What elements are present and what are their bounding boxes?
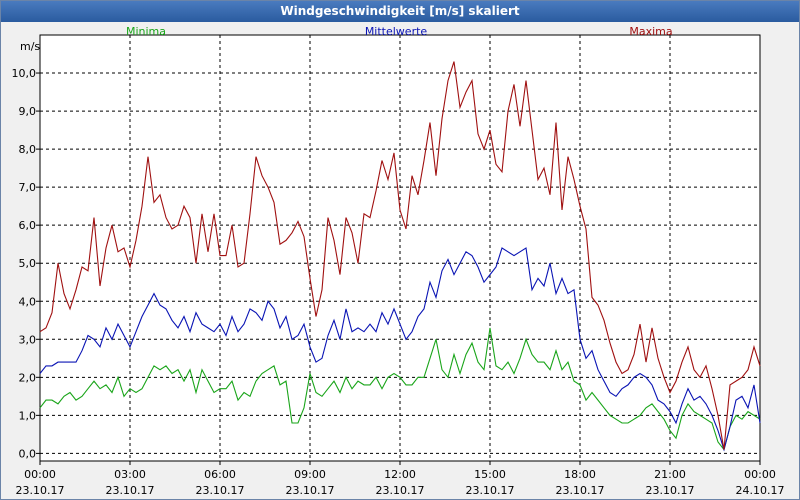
x-tick-time: 09:00 <box>294 468 326 481</box>
x-tick-time: 18:00 <box>564 468 596 481</box>
legend-minima: Minima <box>126 25 166 38</box>
legend-maxima: Maxima <box>629 25 672 38</box>
x-tick-time: 00:00 <box>24 468 56 481</box>
x-tick-date: 23.10.17 <box>16 484 65 497</box>
x-tick-time: 21:00 <box>654 468 686 481</box>
x-tick-date: 23.10.17 <box>646 484 695 497</box>
y-tick-label: 3,0 <box>19 333 37 346</box>
x-tick-time: 06:00 <box>204 468 236 481</box>
series-group <box>39 61 761 452</box>
axes: 0,0 1,0 2,0 3,0 4,0 5,0 6,0 7,0 8,0 9,0 10,0 00:00 2… <box>12 67 785 497</box>
y-tick-label: 6,0 <box>19 219 37 232</box>
legend-mittelwerte: Mittelwerte <box>365 25 428 38</box>
x-tick-date: 23.10.17 <box>196 484 245 497</box>
x-tick-date: 23.10.17 <box>286 484 335 497</box>
y-tick-label: 1,0 <box>19 409 37 422</box>
x-tick-time: 00:00 <box>744 468 776 481</box>
y-tick-label: 2,0 <box>19 371 37 384</box>
x-tick-date: 23.10.17 <box>376 484 425 497</box>
y-tick-label: 10,0 <box>12 67 37 80</box>
x-tick-date: 23.10.17 <box>466 484 515 497</box>
maxima-line <box>39 61 761 450</box>
minima-line <box>39 327 761 451</box>
y-axis-label: m/s <box>20 40 40 53</box>
mittelwerte-line <box>39 247 761 452</box>
y-tick-label: 4,0 <box>19 295 37 308</box>
y-tick-label: 9,0 <box>19 105 37 118</box>
x-tick-time: 12:00 <box>384 468 416 481</box>
y-tick-label: 8,0 <box>19 143 37 156</box>
x-tick-time: 15:00 <box>474 468 506 481</box>
x-tick-time: 03:00 <box>114 468 146 481</box>
x-tick-date: 23.10.17 <box>556 484 605 497</box>
chart-title: Windgeschwindigkeit [m/s] skaliert <box>1 1 799 22</box>
x-tick-date: 24.10.17 <box>736 484 785 497</box>
y-tick-label: 5,0 <box>19 257 37 270</box>
y-tick-label: 7,0 <box>19 181 37 194</box>
x-tick-date: 23.10.17 <box>106 484 155 497</box>
y-tick-label: 0,0 <box>19 447 37 460</box>
